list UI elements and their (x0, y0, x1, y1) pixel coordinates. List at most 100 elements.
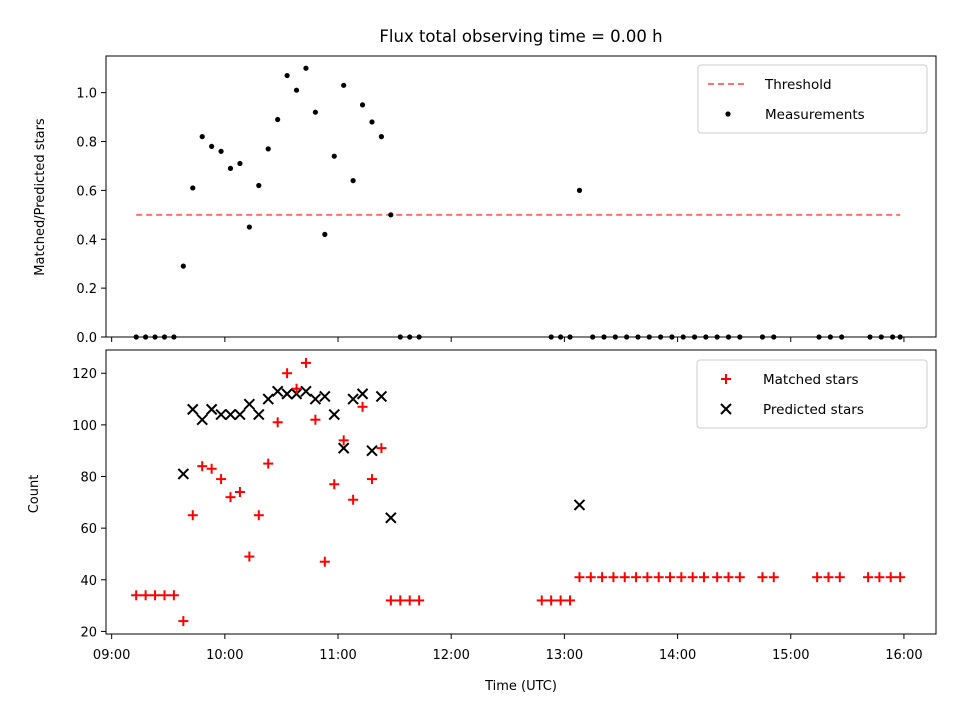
matched-star-point (874, 572, 885, 583)
measurement-point (303, 65, 309, 71)
top-y-tick-label: 0.0 (76, 331, 97, 346)
measurement-point (378, 134, 385, 140)
matched-star-point (282, 368, 293, 379)
matched-star-point (723, 572, 734, 583)
matched-star-point (329, 479, 340, 490)
matched-star-point (812, 572, 823, 583)
bottom-x-tick-label: 14:00 (659, 648, 696, 663)
measurement-point (359, 102, 366, 108)
top-legend: Threshold Measurements (697, 64, 928, 134)
matched-star-point (404, 595, 415, 606)
measurement-point (246, 224, 252, 230)
measurement-point (388, 212, 394, 218)
legend-matched-label: Matched stars (763, 372, 859, 388)
matched-star-point (197, 461, 208, 472)
predicted-star-point-b (187, 403, 199, 416)
top-x-ticks (111, 337, 905, 342)
bottom-y-tick-label: 80 (80, 471, 97, 486)
matched-star-point (597, 572, 608, 583)
matched-star-point (206, 463, 217, 474)
predicted-star-point-b (375, 390, 388, 403)
bottom-x-tick-label: 16:00 (885, 648, 922, 663)
ratio-panel: Flux total observing time = 0.00 h Match… (33, 27, 937, 346)
measurement-point (312, 109, 318, 115)
predicted-star-point (224, 408, 237, 421)
matched-star-point (555, 595, 566, 606)
matched-stars-points (131, 357, 906, 627)
predicted-star-point (385, 512, 397, 524)
matched-star-point (253, 510, 264, 521)
predicted-star-point (177, 468, 190, 480)
matched-star-point (768, 572, 779, 583)
matched-star-point (131, 590, 142, 601)
bottom-y-axis-label: Count (27, 475, 42, 514)
predicted-star-point (337, 442, 350, 454)
bottom-x-tick-label: 10:00 (206, 648, 243, 663)
predicted-star-point (309, 393, 322, 405)
legend-measurements-swatch (725, 111, 731, 117)
predicted-star-point-b (319, 390, 331, 403)
bottom-y-tick-label: 60 (80, 522, 97, 537)
bottom-axes-frame (105, 349, 937, 635)
matched-star-point (272, 417, 283, 428)
matched-star-point (187, 510, 198, 521)
count-panel: Count Time (UTC) 20 40 60 80 100 120 09:00 10:… (27, 349, 937, 694)
predicted-star-point (187, 403, 199, 416)
measurement-point (322, 231, 328, 237)
matched-star-point (712, 572, 723, 583)
predicted-star-point-b (366, 444, 378, 457)
predicted-star-point-b (262, 393, 274, 405)
measurement-point (218, 148, 224, 154)
matched-star-point (366, 474, 377, 485)
measurement-point (284, 72, 290, 79)
predicted-star-point-b (290, 388, 303, 400)
predicted-stars-points (177, 385, 586, 524)
bottom-y-tick-label: 120 (72, 367, 97, 382)
predicted-star-point (573, 499, 586, 511)
matched-star-point (310, 414, 321, 425)
bottom-x-tick-label: 15:00 (772, 648, 809, 663)
matched-star-point (159, 590, 170, 601)
measurement-point (199, 134, 205, 140)
top-y-tick-label: 0.4 (76, 233, 97, 248)
matched-star-point (546, 595, 557, 606)
bottom-x-tick-label: 09:00 (93, 648, 130, 663)
measurement-point (190, 185, 196, 191)
predicted-star-point (328, 408, 340, 421)
measurement-point (265, 146, 271, 152)
bottom-y-ticks: 20 40 60 80 100 120 (72, 367, 106, 640)
bottom-legend: Matched stars Predicted stars (696, 359, 928, 429)
predicted-star-point (234, 408, 246, 421)
measurement-point (350, 178, 356, 184)
matched-star-point (863, 572, 874, 583)
matched-star-point (376, 443, 387, 454)
predicted-star-point (262, 393, 274, 405)
predicted-star-point-b (309, 393, 322, 405)
measurement-point (256, 182, 262, 189)
matched-star-point (757, 572, 768, 583)
predicted-star-point (271, 385, 284, 398)
top-y-tick-label: 0.2 (76, 282, 97, 297)
predicted-star-point-b (205, 403, 218, 416)
legend-predicted-swatch (720, 403, 732, 415)
matched-star-point (834, 572, 845, 583)
predicted-star-point-b (215, 408, 227, 421)
x-axis-label: Time (UTC) (484, 679, 557, 694)
matched-star-point (676, 572, 687, 583)
predicted-star-point-b (385, 512, 397, 524)
matched-star-point (263, 458, 274, 469)
matched-star-point (319, 556, 330, 567)
matched-star-point (178, 616, 189, 627)
predicted-star-point (253, 408, 265, 421)
matched-star-point (216, 474, 227, 485)
matched-star-point (168, 590, 179, 601)
bottom-y-tick-label: 100 (72, 419, 97, 434)
measurement-point (293, 87, 300, 93)
matched-star-point (225, 492, 236, 503)
predicted-star-point (196, 414, 208, 426)
bottom-legend-box (696, 359, 928, 429)
measurement-point (576, 187, 583, 193)
predicted-star-point-b (281, 388, 293, 400)
predicted-star-point (375, 390, 388, 403)
